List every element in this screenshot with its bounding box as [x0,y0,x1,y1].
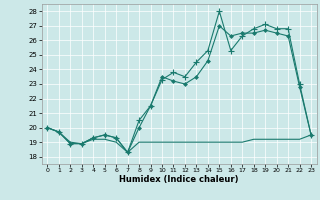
X-axis label: Humidex (Indice chaleur): Humidex (Indice chaleur) [119,175,239,184]
